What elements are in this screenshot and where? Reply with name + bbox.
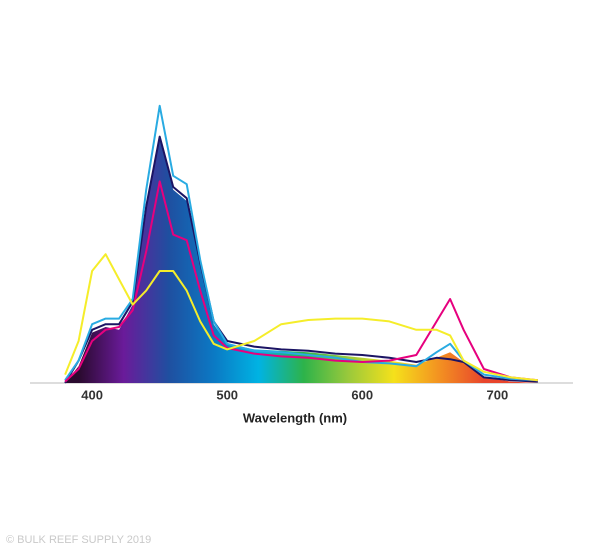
x-tick-label: 500 (216, 387, 238, 402)
spectrum-area (65, 139, 538, 383)
spectrum-line (64, 104, 538, 382)
x-tick-label: 700 (487, 387, 509, 402)
x-tick-label: 600 (351, 387, 373, 402)
spectrum-line (64, 253, 539, 382)
x-tick-label: 400 (81, 387, 103, 402)
spectrum-line (64, 135, 538, 384)
spectrum-line (64, 180, 539, 383)
x-axis-label: Wavelength (nm) (243, 410, 347, 425)
watermark: © BULK REEF SUPPLY 2019 (6, 534, 151, 546)
